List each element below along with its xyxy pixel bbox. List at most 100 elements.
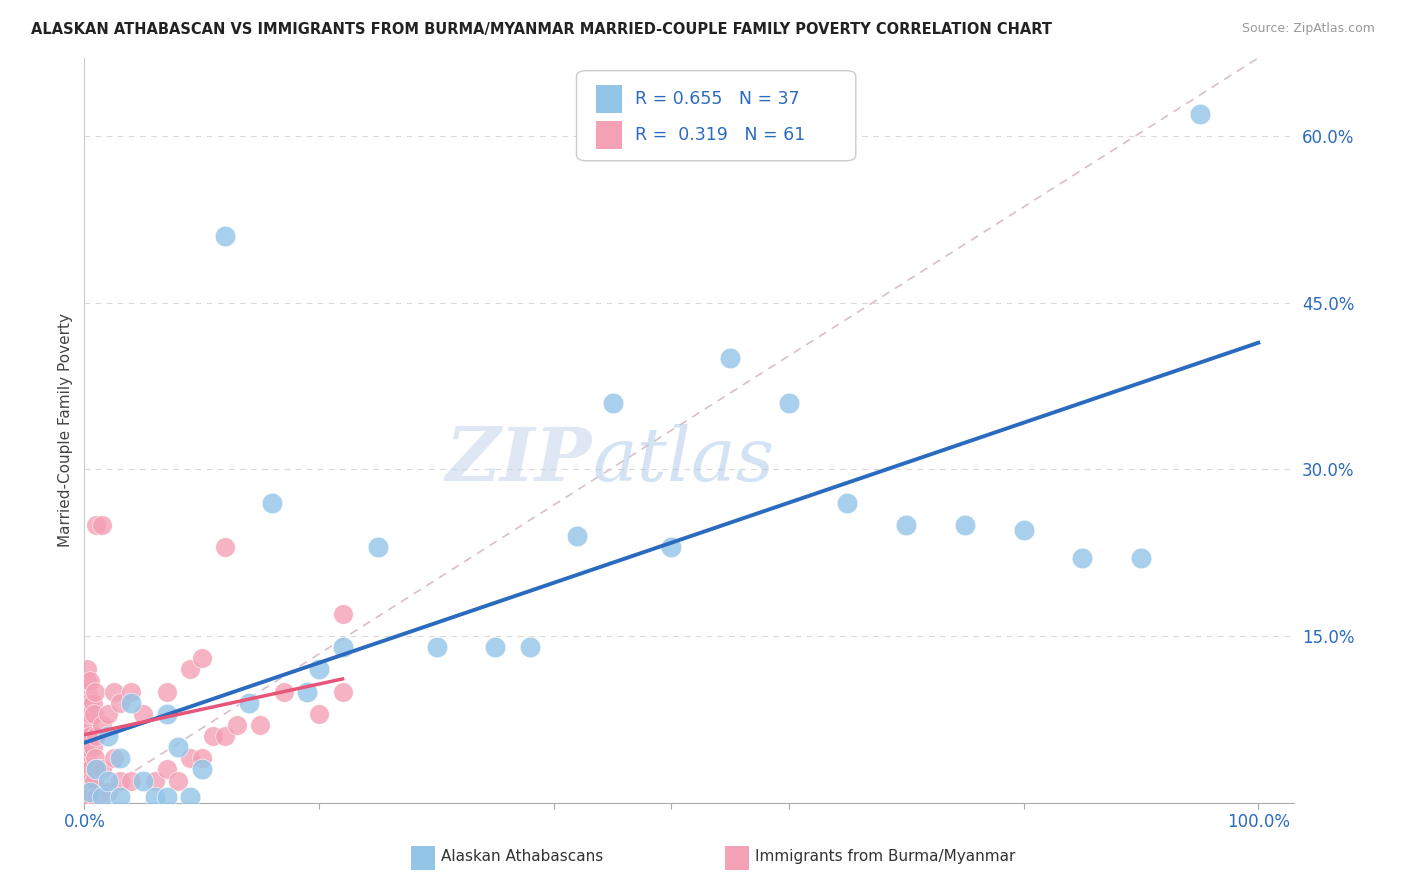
Point	[262, 496, 284, 510]
Point	[179, 662, 201, 676]
Text: Source: ZipAtlas.com: Source: ZipAtlas.com	[1241, 22, 1375, 36]
Point	[91, 763, 114, 777]
Point	[79, 763, 101, 777]
Point	[155, 790, 177, 805]
Point	[297, 684, 319, 698]
Point	[155, 763, 177, 777]
Point	[103, 751, 125, 765]
Point	[214, 228, 236, 243]
Point	[179, 790, 201, 805]
Point	[82, 696, 104, 710]
Point	[97, 773, 120, 788]
Point	[1188, 106, 1211, 120]
Point	[76, 662, 98, 676]
Text: ALASKAN ATHABASCAN VS IMMIGRANTS FROM BURMA/MYANMAR MARRIED-COUPLE FAMILY POVERT: ALASKAN ATHABASCAN VS IMMIGRANTS FROM BU…	[31, 22, 1052, 37]
Point	[77, 773, 100, 788]
Point	[79, 673, 101, 688]
Text: ZIP: ZIP	[446, 424, 592, 497]
Point	[155, 706, 177, 721]
Point	[778, 395, 800, 409]
Point	[167, 740, 190, 755]
Point	[120, 684, 142, 698]
Point	[76, 718, 98, 732]
Point	[76, 673, 98, 688]
Point	[97, 729, 120, 743]
Point	[519, 640, 541, 655]
Point	[953, 517, 976, 532]
Point	[167, 773, 190, 788]
Point	[76, 740, 98, 755]
Point	[108, 790, 131, 805]
FancyBboxPatch shape	[596, 85, 623, 113]
Point	[332, 684, 354, 698]
Point	[238, 696, 260, 710]
Y-axis label: Married-Couple Family Poverty: Married-Couple Family Poverty	[58, 313, 73, 548]
Point	[83, 706, 105, 721]
Point	[226, 718, 249, 732]
Point	[108, 751, 131, 765]
Point	[1071, 551, 1094, 566]
Point	[76, 773, 98, 788]
Point	[837, 496, 859, 510]
Point	[84, 729, 107, 743]
Point	[84, 684, 107, 698]
Point	[84, 790, 107, 805]
Point	[76, 706, 98, 721]
Point	[76, 729, 98, 743]
Point	[76, 751, 98, 765]
Point	[77, 718, 100, 732]
Point	[79, 729, 101, 743]
FancyBboxPatch shape	[576, 70, 856, 161]
Point	[718, 351, 741, 365]
Point	[202, 729, 225, 743]
Text: Alaskan Athabascans: Alaskan Athabascans	[441, 849, 603, 864]
Text: Immigrants from Burma/Myanmar: Immigrants from Burma/Myanmar	[755, 849, 1015, 864]
Point	[1012, 524, 1035, 538]
Point	[97, 785, 120, 799]
Point	[155, 684, 177, 698]
Point	[249, 718, 271, 732]
Point	[91, 790, 114, 805]
Point	[91, 517, 114, 532]
Point	[367, 540, 389, 554]
Point	[84, 763, 107, 777]
Point	[82, 740, 104, 755]
Point	[1129, 551, 1152, 566]
Point	[602, 395, 624, 409]
Point	[76, 785, 98, 799]
Point	[84, 763, 107, 777]
Point	[76, 696, 98, 710]
Point	[80, 773, 103, 788]
Point	[894, 517, 917, 532]
Point	[77, 790, 100, 805]
Point	[132, 773, 155, 788]
FancyBboxPatch shape	[411, 846, 434, 870]
Point	[190, 751, 212, 765]
Point	[659, 540, 682, 554]
Point	[108, 696, 131, 710]
Point	[143, 790, 166, 805]
Point	[79, 706, 101, 721]
Point	[190, 651, 212, 665]
Point	[214, 540, 236, 554]
Point	[77, 696, 100, 710]
Point	[190, 763, 212, 777]
Point	[97, 706, 120, 721]
Point	[332, 607, 354, 621]
FancyBboxPatch shape	[596, 120, 623, 149]
Point	[179, 751, 201, 765]
Text: atlas: atlas	[592, 424, 775, 497]
Point	[84, 517, 107, 532]
Text: R =  0.319   N = 61: R = 0.319 N = 61	[634, 126, 804, 144]
Point	[91, 718, 114, 732]
Point	[132, 706, 155, 721]
Point	[308, 706, 330, 721]
Point	[308, 662, 330, 676]
Point	[83, 773, 105, 788]
Point	[76, 684, 98, 698]
FancyBboxPatch shape	[725, 846, 749, 870]
Text: R = 0.655   N = 37: R = 0.655 N = 37	[634, 90, 799, 108]
Point	[84, 751, 107, 765]
Point	[214, 729, 236, 743]
Point	[425, 640, 447, 655]
